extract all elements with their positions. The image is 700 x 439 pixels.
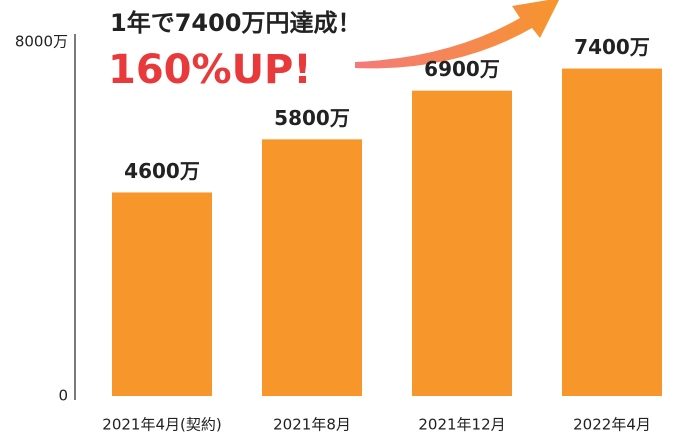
- x-tick-label: 2021年4月(契約): [102, 416, 221, 434]
- value-label: 4600万: [124, 159, 200, 183]
- value-label: 7400万: [574, 35, 650, 59]
- bar: [412, 90, 512, 397]
- value-label: 5800万: [274, 106, 350, 130]
- value-label: 6900万: [424, 57, 500, 81]
- growth-arrow: [355, 0, 559, 69]
- headline: 1年で7400万円達成！: [110, 9, 362, 37]
- x-tick-label: 2021年8月: [273, 416, 351, 434]
- x-tick-label: 2022年4月: [573, 416, 651, 434]
- x-tick-label: 2021年12月: [418, 416, 505, 434]
- y-tick-label: 0: [58, 387, 68, 405]
- bar: [562, 68, 662, 397]
- growth-label: 160%UP!: [108, 47, 312, 93]
- bar: [262, 139, 362, 396]
- bar: [112, 192, 212, 396]
- y-tick-label: 8000万: [15, 33, 68, 51]
